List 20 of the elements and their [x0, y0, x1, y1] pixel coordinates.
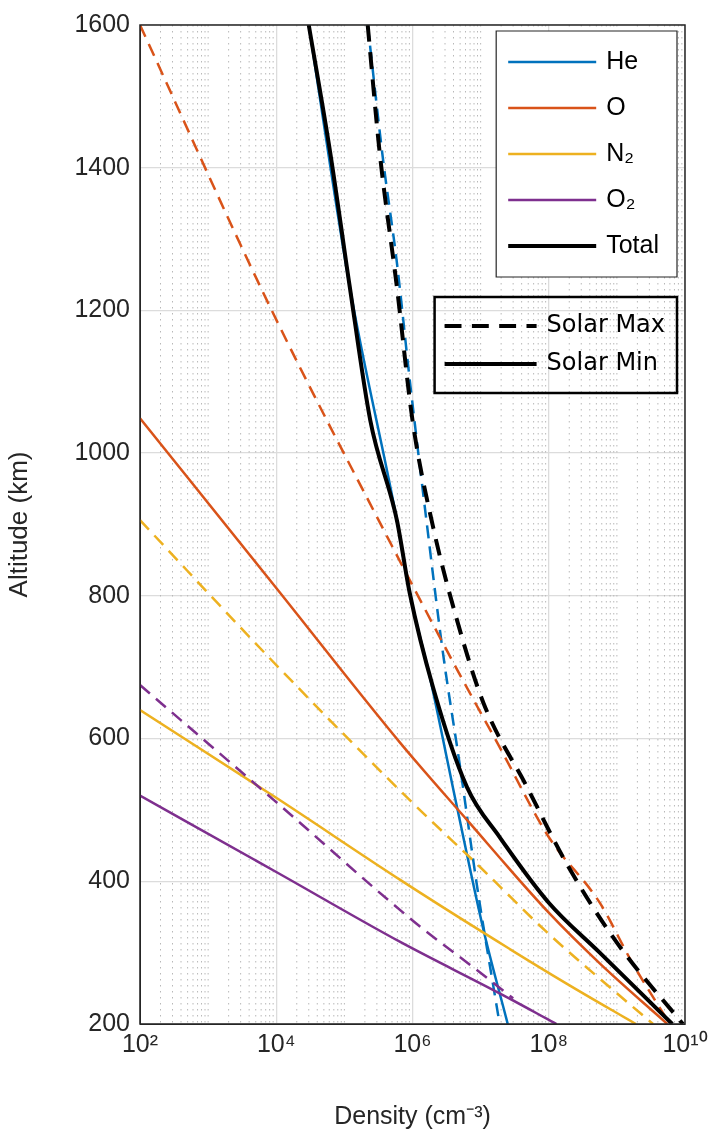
y-tick-label: 1000 — [74, 437, 130, 466]
x-tick-label: 10⁶ — [393, 1028, 432, 1057]
annotation: Solar Max — [546, 310, 665, 339]
legend-label: N₂ — [606, 137, 634, 166]
legend-label: O — [606, 91, 626, 120]
x-tick-label: 10¹⁰ — [662, 1028, 708, 1057]
y-tick-label: 800 — [88, 579, 130, 608]
y-tick-label: 600 — [88, 722, 130, 751]
legend-label: Total — [606, 229, 659, 258]
legend-label: O₂ — [606, 183, 636, 212]
y-tick-label: 400 — [88, 865, 130, 894]
x-tick-label: 10⁸ — [529, 1028, 568, 1057]
y-tick-label: 1400 — [74, 151, 130, 180]
y-axis-title: Altitude (km) — [2, 451, 33, 598]
x-tick-label: 10⁴ — [256, 1028, 296, 1057]
legend-label: He — [606, 45, 639, 74]
y-tick-label: 1600 — [74, 8, 130, 37]
y-tick-label: 1200 — [74, 294, 130, 323]
x-axis-title: Density (cm⁻³) — [334, 1100, 491, 1129]
annotation: Solar Min — [546, 348, 658, 377]
